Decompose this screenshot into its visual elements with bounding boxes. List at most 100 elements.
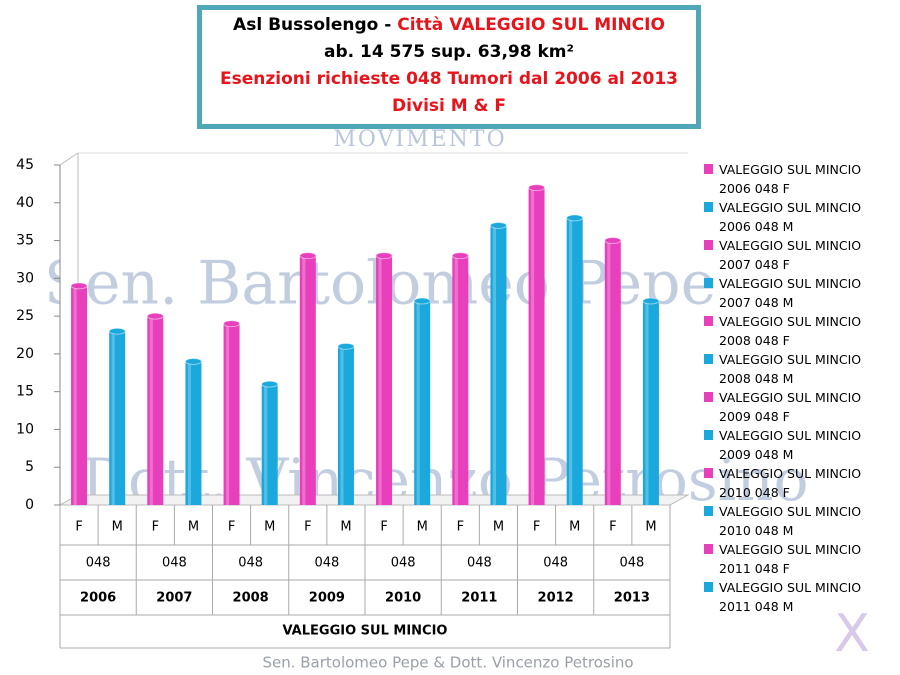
legend-label: VALEGGIO SUL MINCIO 2010 048 M	[719, 504, 862, 538]
x-tick-label: M	[569, 520, 580, 535]
y-tick-label: 30	[16, 270, 34, 286]
title-box: Asl Bussolengo - Città VALEGGIO SUL MINC…	[197, 5, 701, 129]
bar-shade	[187, 361, 192, 505]
title-part: Asl Bussolengo -	[233, 15, 398, 35]
legend-swatch	[704, 240, 713, 250]
bar	[147, 316, 164, 505]
bar-cap	[108, 327, 126, 335]
bar-shade	[378, 255, 382, 505]
x-year-label: 2009	[309, 591, 345, 606]
x-year-label: 2013	[614, 591, 650, 606]
x-tick-label: M	[645, 520, 656, 535]
legend-swatch	[704, 544, 713, 554]
bar-cap	[528, 184, 546, 192]
x-tick-label: M	[340, 520, 351, 535]
x-year-label: 2008	[233, 591, 269, 606]
bar-shade	[264, 384, 268, 505]
bar-cap	[489, 221, 507, 229]
legend-label: VALEGGIO SUL MINCIO 2011 048 F	[719, 542, 862, 576]
legend-entry: VALEGGIO SUL MINCIO 2008 048 F	[704, 312, 894, 350]
x-tick-label: F	[380, 520, 387, 535]
x-tick-label: M	[188, 520, 199, 535]
x-tick-label: F	[533, 520, 540, 535]
legend-label: VALEGGIO SUL MINCIO 2009 048 F	[719, 390, 862, 424]
x-year-label: 2007	[156, 591, 192, 606]
legend-entry: VALEGGIO SUL MINCIO 2011 048 M	[704, 578, 894, 616]
legend-swatch	[704, 506, 713, 516]
bar-cap	[299, 252, 317, 260]
bar-shade	[530, 187, 535, 505]
bar	[376, 255, 393, 505]
legend-label: VALEGGIO SUL MINCIO 2009 048 M	[719, 428, 862, 462]
bar	[642, 301, 659, 505]
legend-swatch	[704, 164, 713, 174]
x-tick-label: F	[228, 520, 235, 535]
y-tick-label: 5	[25, 459, 34, 475]
bar-shade	[454, 255, 458, 505]
x-year-label: 2011	[461, 591, 497, 606]
x-year-label: 2006	[80, 591, 116, 606]
bar-shade	[73, 285, 77, 505]
legend-entry: VALEGGIO SUL MINCIO 2009 048 M	[704, 426, 894, 464]
y-tick-label: 15	[16, 384, 34, 400]
bar-shade	[645, 301, 649, 505]
bar-cap	[70, 282, 88, 290]
x-code-label: 048	[619, 556, 644, 571]
legend-entry: VALEGGIO SUL MINCIO 2011 048 F	[704, 540, 894, 578]
y-tick-label: 20	[16, 346, 34, 362]
y-tick-label: 25	[16, 308, 34, 324]
bar-shade	[607, 240, 611, 506]
x-tick-label: M	[417, 520, 428, 535]
bar	[414, 301, 431, 505]
bar	[528, 187, 545, 505]
bar-shade	[302, 255, 306, 505]
x-code-label: 048	[467, 556, 492, 571]
x-code-label: 048	[86, 556, 111, 571]
legend-label: VALEGGIO SUL MINCIO 2006 048 F	[719, 162, 862, 196]
legend-label: VALEGGIO SUL MINCIO 2008 048 M	[719, 352, 862, 386]
bar-cap	[413, 297, 431, 305]
legend-label: VALEGGIO SUL MINCIO 2006 048 M	[719, 200, 862, 234]
x-tick-label: F	[304, 520, 311, 535]
bar-shade	[492, 225, 497, 505]
logo-watermark: MOVIMENTO	[333, 127, 506, 152]
bar	[223, 323, 240, 505]
bar	[261, 384, 278, 505]
legend-swatch	[704, 468, 713, 478]
legend-swatch	[704, 316, 713, 326]
x-code-label: 048	[314, 556, 339, 571]
bar-cap	[642, 297, 660, 305]
legend-entry: VALEGGIO SUL MINCIO 2007 048 M	[704, 274, 894, 312]
bar-cap	[375, 252, 393, 260]
legend-label: VALEGGIO SUL MINCIO 2007 048 M	[719, 276, 862, 310]
x-group-label: VALEGGIO SUL MINCIO	[283, 624, 448, 639]
logo-x: X	[834, 604, 870, 664]
legend-swatch	[704, 278, 713, 288]
bar-shade	[340, 346, 344, 505]
legend-swatch	[704, 582, 713, 592]
bar	[109, 331, 126, 505]
x-code-label: 048	[238, 556, 263, 571]
legend-entry: VALEGGIO SUL MINCIO 2009 048 F	[704, 388, 894, 426]
bar-cap	[184, 357, 202, 365]
bar-cap	[337, 342, 355, 350]
x-tick-label: M	[493, 520, 504, 535]
legend-entry: VALEGGIO SUL MINCIO 2010 048 F	[704, 464, 894, 502]
y-tick-label: 0	[25, 497, 34, 513]
bar	[337, 346, 354, 505]
x-year-label: 2010	[385, 591, 421, 606]
bar-cap	[451, 252, 469, 260]
bar-cap	[604, 237, 622, 245]
bar	[71, 285, 88, 505]
x-tick-label: F	[457, 520, 464, 535]
bar-shade	[225, 323, 230, 505]
bar-cap	[566, 214, 584, 222]
title-line: Esenzioni richieste 048 Tumori dal 2006 …	[220, 69, 678, 89]
legend-label: VALEGGIO SUL MINCIO 2008 048 F	[719, 314, 862, 348]
y-tick-label: 40	[16, 195, 34, 211]
bar-shade	[569, 217, 573, 505]
footer: Sen. Bartolomeo Pepe & Dott. Vincenzo Pe…	[262, 654, 633, 672]
bar	[452, 255, 469, 505]
legend-entry: VALEGGIO SUL MINCIO 2007 048 F	[704, 236, 894, 274]
